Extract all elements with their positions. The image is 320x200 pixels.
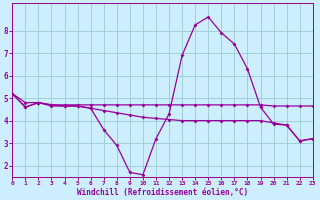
X-axis label: Windchill (Refroidissement éolien,°C): Windchill (Refroidissement éolien,°C) — [77, 188, 248, 197]
